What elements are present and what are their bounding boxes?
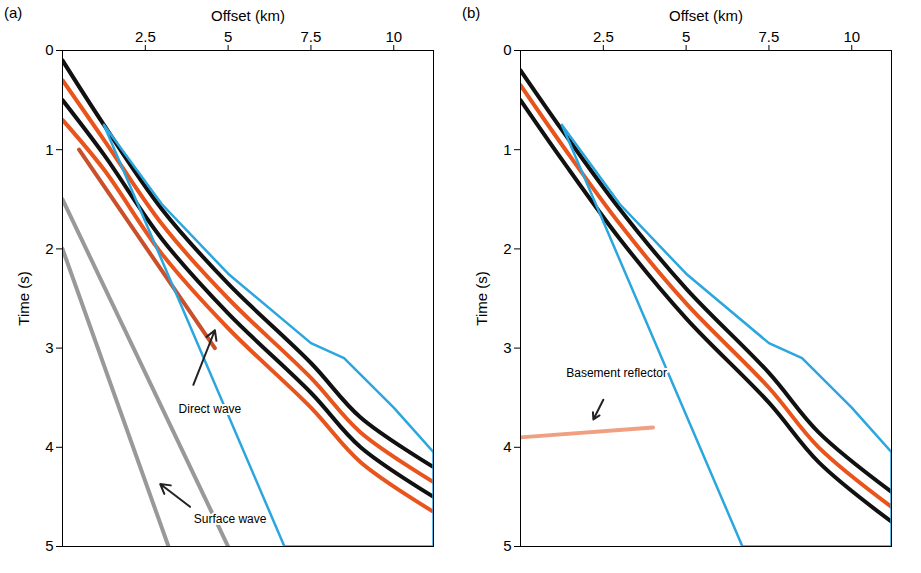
svg-text:Offset (km): Offset (km) [211,7,285,24]
svg-text:3: 3 [45,339,53,356]
svg-text:10: 10 [385,28,402,45]
svg-text:2: 2 [503,240,511,257]
svg-text:1: 1 [503,141,511,158]
svg-text:1: 1 [45,141,53,158]
html-text:(b): (b) [462,4,481,21]
svg-text:3: 3 [503,339,511,356]
svg-text:5: 5 [503,537,511,554]
svg-text:2.5: 2.5 [135,28,156,45]
svg-text:0: 0 [503,41,511,58]
svg-text:Basement reflector: Basement reflector [566,366,667,380]
html-text:(a): (a) [4,4,23,21]
svg-text:Direct wave: Direct wave [179,402,242,416]
svg-text:Time (s): Time (s) [473,271,490,325]
svg-text:5: 5 [682,28,690,45]
svg-text:7.5: 7.5 [759,28,780,45]
svg-text:4: 4 [503,438,511,455]
svg-text:5: 5 [45,537,53,554]
svg-text:Surface wave: Surface wave [194,512,267,526]
svg-text:Offset (km): Offset (km) [669,7,743,24]
svg-text:10: 10 [843,28,860,45]
svg-text:2.5: 2.5 [593,28,614,45]
svg-text:7.5: 7.5 [301,28,322,45]
svg-text:5: 5 [224,28,232,45]
svg-text:2: 2 [45,240,53,257]
svg-text:0: 0 [45,41,53,58]
svg-text:Time (s): Time (s) [15,271,32,325]
svg-text:4: 4 [45,438,53,455]
